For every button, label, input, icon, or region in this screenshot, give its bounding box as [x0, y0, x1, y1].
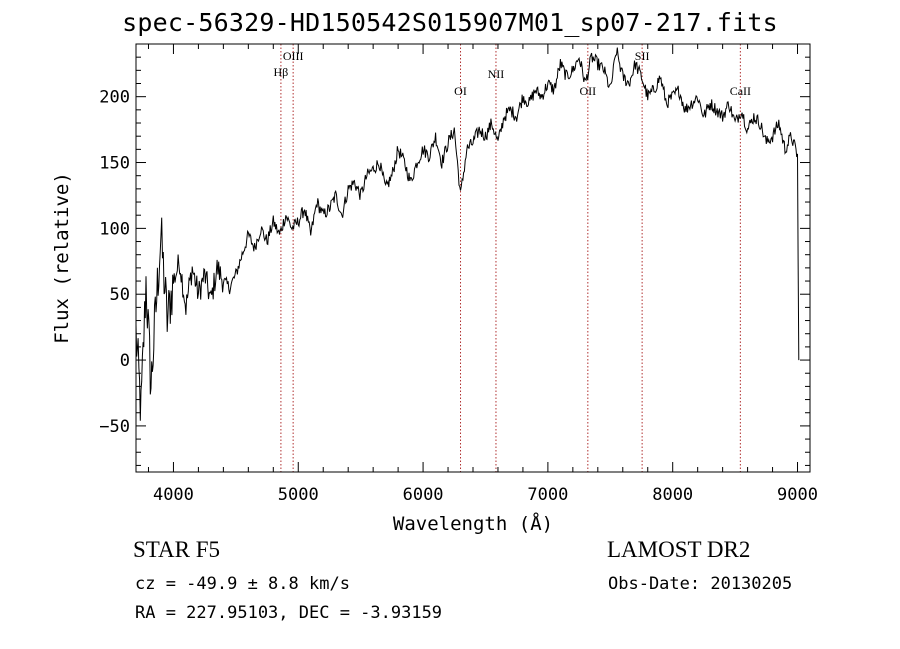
x-tick-label-3: 7000	[527, 485, 568, 505]
x-tick-label-2: 6000	[403, 485, 444, 505]
y-tick-label-3: 100	[99, 219, 130, 239]
marker-label-2: OI	[454, 84, 467, 98]
spectrum-line	[135, 47, 800, 421]
marker-label-6: CaII	[730, 84, 751, 98]
chart-title: spec-56329-HD150542S015907M01_sp07-217.f…	[122, 8, 778, 37]
coordinates-text: RA = 227.95103, DEC = -3.93159	[135, 603, 443, 623]
x-tick-label-1: 5000	[278, 485, 319, 505]
y-tick-label-1: 0	[120, 351, 130, 371]
y-axis-label: Flux (relative)	[51, 172, 73, 344]
marker-label-3: NII	[488, 67, 505, 81]
marker-label-1: OIII	[283, 49, 304, 63]
marker-label-4: OII	[579, 84, 596, 98]
survey-label: LAMOST DR2	[607, 537, 751, 562]
y-tick-label-2: 50	[110, 285, 130, 305]
y-tick-label-5: 200	[99, 88, 130, 108]
marker-label-0: Hβ	[274, 65, 289, 79]
object-class: STAR F5	[133, 537, 220, 562]
x-tick-label-5: 9000	[777, 485, 818, 505]
obs-date-text: Obs-Date: 20130205	[608, 574, 793, 594]
redshift-text: cz = -49.9 ± 8.8 km/s	[135, 574, 350, 594]
x-axis-label: Wavelength (Å)	[393, 512, 553, 535]
marker-label-5: SII	[635, 49, 650, 63]
y-tick-label-4: 150	[99, 154, 130, 174]
x-tick-label-4: 8000	[652, 485, 693, 505]
y-tick-label-0: −50	[99, 417, 130, 437]
x-tick-label-0: 4000	[153, 485, 194, 505]
